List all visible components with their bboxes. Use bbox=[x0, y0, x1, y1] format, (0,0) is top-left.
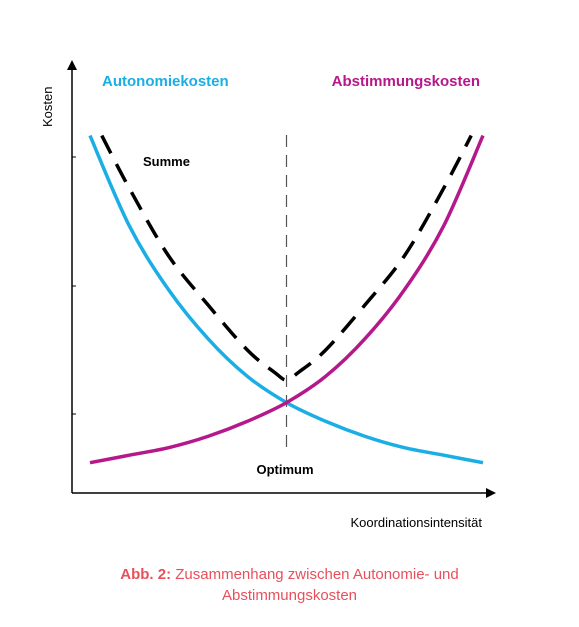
caption-text-1: Zusammenhang zwischen Autonomie- und bbox=[175, 566, 459, 583]
optimum-label: Optimum bbox=[256, 462, 313, 477]
series-label-abstimmungskosten: Abstimmungskosten bbox=[332, 73, 480, 90]
caption-label: Abb. 2: bbox=[120, 566, 172, 583]
caption-line-1: Abb. 2: Zusammenhang zwischen Autonomie-… bbox=[0, 564, 579, 585]
series-line-abstimmungskosten bbox=[89, 134, 485, 465]
x-axis-label: Koordinationsintensität bbox=[350, 515, 482, 530]
x-axis-arrow bbox=[486, 488, 496, 498]
series-line-summe bbox=[100, 134, 473, 382]
series-label-summe: Summe bbox=[143, 154, 190, 169]
y-axis-arrow bbox=[67, 60, 77, 70]
series-label-autonomiekosten: Autonomiekosten bbox=[102, 73, 229, 90]
cost-chart: Kosten Koordinationsintensität Autonomie… bbox=[40, 60, 496, 530]
y-axis-label: Kosten bbox=[40, 87, 55, 127]
figure-caption: Abb. 2: Zusammenhang zwischen Autonomie-… bbox=[0, 564, 579, 606]
series-line-autonomiekosten bbox=[88, 134, 484, 465]
caption-text-2: Abstimmungskosten bbox=[221, 587, 358, 604]
